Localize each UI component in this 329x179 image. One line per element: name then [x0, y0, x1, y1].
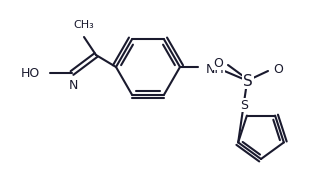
Text: S: S	[240, 99, 248, 112]
Text: NH: NH	[206, 62, 225, 76]
Text: S: S	[243, 74, 253, 88]
Text: CH₃: CH₃	[74, 20, 94, 30]
Text: HO: HO	[21, 67, 40, 79]
Text: O: O	[213, 57, 223, 69]
Text: N: N	[68, 79, 78, 92]
Text: O: O	[273, 62, 283, 76]
